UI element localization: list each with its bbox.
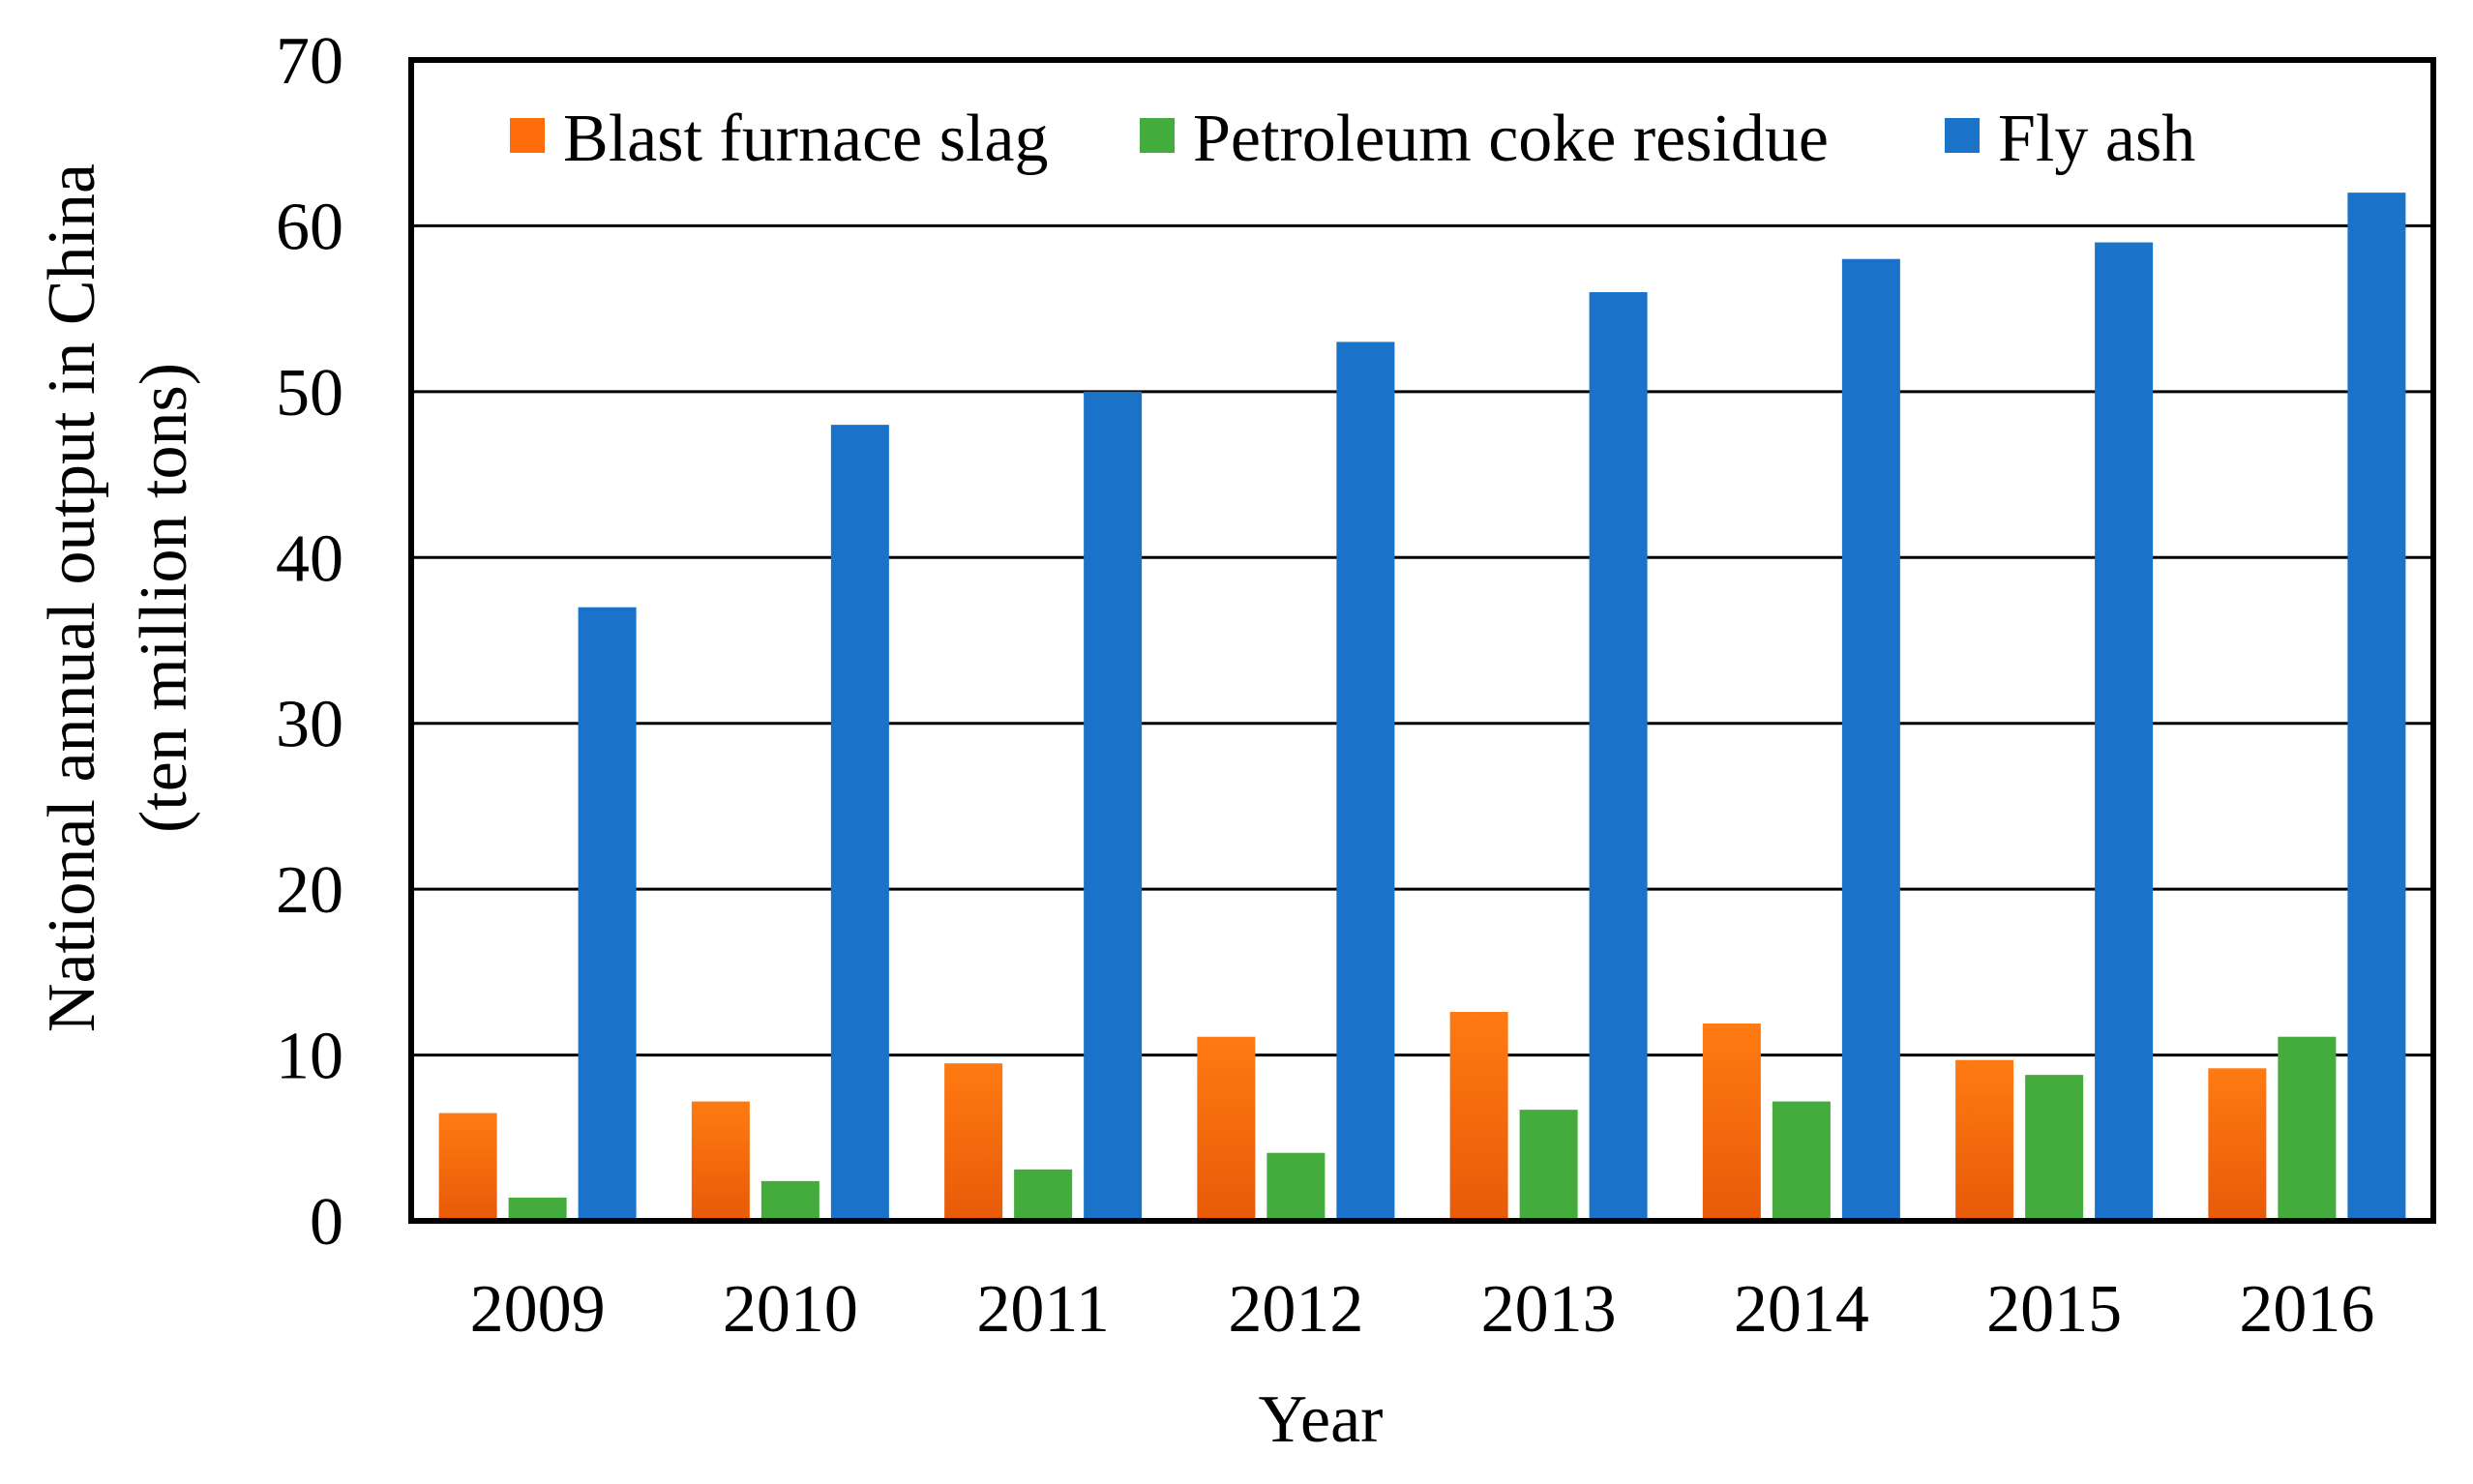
- bar-fly-ash: [1336, 341, 1395, 1221]
- y-tick-label: 30: [276, 688, 343, 762]
- bar-fly-ash: [2347, 193, 2406, 1222]
- bar-petroleum-coke-residue: [1772, 1101, 1831, 1221]
- legend-swatch-fly-ash: [1945, 118, 1980, 153]
- y-tick-label: 70: [276, 24, 343, 99]
- x-tick-label: 2014: [1734, 1272, 1869, 1347]
- y-axis-label-line2: (ten million tons): [127, 363, 201, 833]
- x-tick-label: 2016: [2239, 1272, 2374, 1347]
- bars: [438, 193, 2406, 1222]
- legend: Blast furnace slag Petroleum coke residue…: [510, 102, 2195, 176]
- x-axis-label: Year: [1259, 1382, 1384, 1457]
- bar-fly-ash: [578, 607, 637, 1221]
- bar-blast-furnace-slag: [944, 1063, 1003, 1221]
- bar-petroleum-coke-residue: [1519, 1110, 1578, 1221]
- bar-petroleum-coke-residue: [1266, 1152, 1326, 1221]
- bar-fly-ash: [830, 425, 889, 1222]
- bar-petroleum-coke-residue: [760, 1180, 819, 1221]
- x-tick-labels: 2009 2010 2011 2012 2013 2014 2015 2016: [470, 1272, 2375, 1347]
- x-tick-label: 2011: [976, 1272, 1109, 1347]
- x-tick-label: 2012: [1228, 1272, 1363, 1347]
- bar-blast-furnace-slag: [1197, 1036, 1256, 1221]
- y-tick-label: 50: [276, 356, 343, 430]
- x-tick-label: 2010: [723, 1272, 858, 1347]
- y-tick-labels: 0 10 20 30 40 50 60 70: [276, 24, 343, 1260]
- bar-petroleum-coke-residue: [1014, 1169, 1073, 1221]
- bar-blast-furnace-slag: [1449, 1012, 1508, 1221]
- bar-petroleum-coke-residue: [2025, 1075, 2084, 1221]
- legend-label: Petroleum coke residue: [1193, 102, 1829, 176]
- bar-fly-ash: [2095, 242, 2154, 1222]
- y-tick-label: 40: [276, 521, 343, 596]
- bar-fly-ash: [1841, 258, 1900, 1221]
- bar-blast-furnace-slag: [1702, 1024, 1761, 1221]
- bar-petroleum-coke-residue: [2278, 1036, 2337, 1221]
- bar-fly-ash: [1589, 292, 1648, 1221]
- x-tick-label: 2015: [1986, 1272, 2122, 1347]
- y-tick-label: 60: [276, 190, 343, 264]
- bar-blast-furnace-slag: [438, 1113, 497, 1221]
- y-tick-label: 0: [310, 1185, 343, 1260]
- legend-swatch-blast-furnace-slag: [510, 118, 545, 153]
- legend-swatch-petroleum-coke-residue: [1140, 118, 1175, 153]
- y-tick-label: 20: [276, 853, 343, 928]
- y-tick-label: 10: [276, 1020, 343, 1094]
- x-tick-label: 2009: [470, 1272, 606, 1347]
- bar-fly-ash: [1084, 391, 1143, 1221]
- legend-label: Fly ash: [1998, 102, 2195, 176]
- bar-blast-furnace-slag: [691, 1101, 750, 1221]
- x-tick-label: 2013: [1481, 1272, 1617, 1347]
- bar-blast-furnace-slag: [2208, 1068, 2267, 1221]
- bar-blast-furnace-slag: [1955, 1059, 2014, 1221]
- bar-petroleum-coke-residue: [508, 1198, 567, 1221]
- plot-frame: [408, 57, 2436, 1224]
- y-axis-label-line1: National annual output in China: [35, 163, 109, 1032]
- legend-label: Blast furnace slag: [563, 102, 1048, 176]
